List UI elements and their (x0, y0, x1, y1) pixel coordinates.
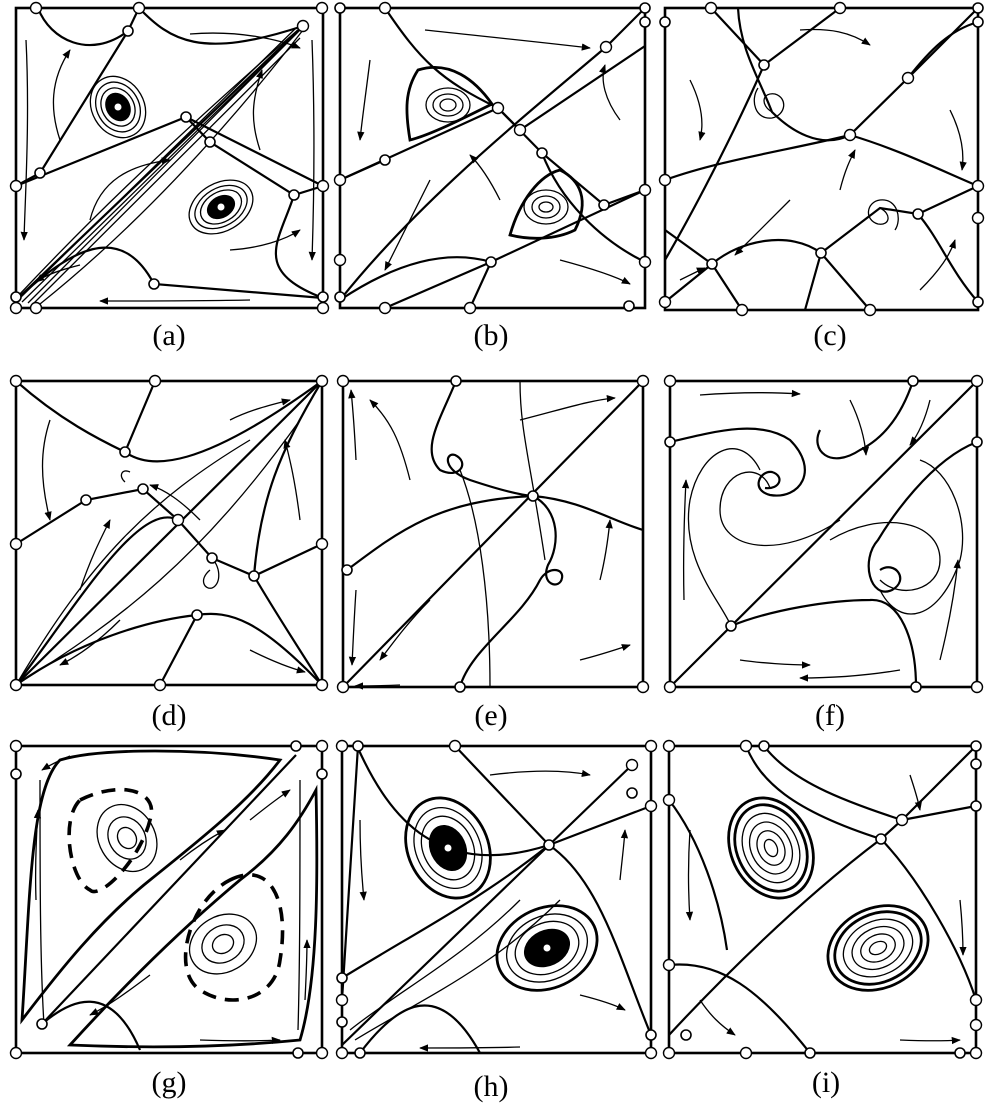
panel-i-spiral-upper (727, 796, 815, 900)
panel-f: (f) (663, 374, 984, 732)
panel-label-h: (h) (474, 1070, 509, 1103)
panel-a-frame (14, 6, 325, 310)
panel-g-portrait (9, 739, 329, 1060)
panel-c-frame (663, 6, 980, 312)
panel-d-portrait (9, 374, 329, 692)
panel-h-spiral-upper (404, 796, 492, 900)
panel-g-dashed-cycle-upper (67, 787, 154, 894)
panel-b: (b) (333, 1, 652, 352)
panel-b-portrait (333, 1, 652, 315)
panel-label-g: (g) (152, 1066, 187, 1099)
panel-label-i: (i) (812, 1066, 840, 1099)
panel-b-frame (338, 6, 647, 310)
panel-a-spiral-lower (188, 179, 254, 235)
panel-label-f: (f) (815, 699, 845, 732)
panel-label-a: (a) (152, 319, 185, 352)
panel-f-portrait (663, 374, 984, 694)
panel-h: (h) (335, 739, 658, 1103)
panel-label-b: (b) (474, 319, 509, 352)
panel-i-frame (667, 744, 978, 1055)
panel-g-dashed-cycle-lower (183, 873, 285, 1002)
panel-g-frame (14, 744, 324, 1055)
panel-c-portrait (658, 1, 985, 317)
panel-e-frame (341, 379, 645, 689)
panel-h-portrait (335, 739, 658, 1060)
panel-h-spiral-lower (495, 904, 599, 992)
panel-h-frame (340, 744, 653, 1055)
panel-a-spiral-upper (89, 75, 147, 139)
panel-i: (i) (662, 739, 983, 1099)
panel-label-e: (e) (474, 699, 507, 732)
panel-i-portrait (662, 739, 983, 1060)
panel-e: (e) (336, 374, 650, 732)
panel-label-d: (d) (152, 699, 187, 732)
panel-d: (d) (9, 374, 329, 732)
panel-a: (a) (9, 1, 330, 352)
panel-i-spiral-lower (826, 904, 930, 992)
panel-g: (g) (9, 739, 329, 1099)
panel-e-portrait (336, 374, 650, 694)
panel-a-portrait (9, 1, 330, 315)
panel-d-frame (14, 379, 324, 687)
panel-label-c: (c) (813, 319, 846, 352)
panel-c: (c) (658, 1, 985, 352)
panel-f-frame (668, 379, 979, 689)
